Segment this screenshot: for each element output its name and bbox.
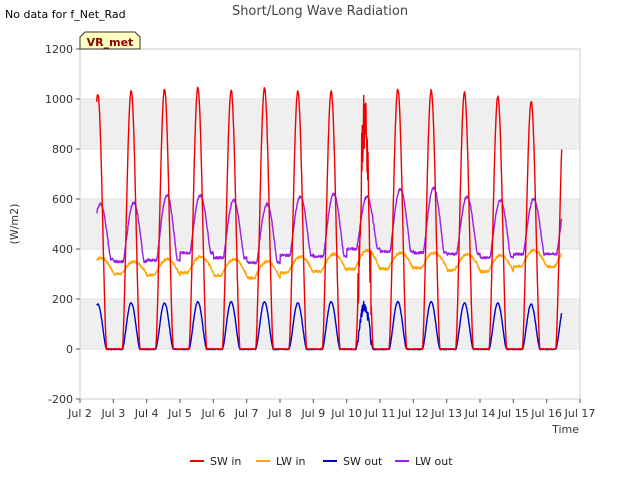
x-tick-label: Jul 10 [330,407,362,420]
y-tick-label: 1000 [45,93,73,106]
x-tick-label: Jul 16 [530,407,562,420]
y-axis-ticks: -200 0 200 400 600 800 1000 1200 [45,43,80,406]
series-line-lw-out [96,186,563,265]
chart-title: Short/Long Wave Radiation [232,4,408,19]
x-tick-label: Jul 5 [167,407,192,420]
y-tick-label: -200 [48,393,73,406]
x-tick-label: Jul 13 [430,407,462,420]
legend-label: SW out [343,455,383,468]
plot-frame [79,48,581,400]
x-tick-label: Jul 9 [300,407,325,420]
x-axis-label: Time [551,423,579,436]
legend-label: LW out [415,455,453,468]
y-tick-label: 0 [66,343,73,356]
y-tick-label: 800 [52,143,73,156]
badge-shape [79,31,141,50]
legend-label: LW in [276,455,306,468]
y-tick-label: 600 [52,193,73,206]
x-tick-label: Jul 11 [364,407,396,420]
x-tick-label: Jul 14 [464,407,496,420]
series-line-sw-in [96,86,563,351]
y-tick-label: 1200 [45,43,73,56]
x-axis-ticks: Jul 2 Jul 3 Jul 4 Jul 5 Jul 6 Jul 7 Jul 8 Jul 9… [67,399,595,420]
x-tick-label: Jul 6 [200,407,225,420]
x-tick-label: Jul 4 [134,407,159,420]
y-tick-label: 400 [52,243,73,256]
y-axis-label: (W/m2) [8,204,21,245]
series-line-lw-in [96,248,563,280]
vr-met-badge: VR_met [79,31,141,50]
x-tick-label: Jul 8 [267,407,292,420]
badge-label: VR_met [87,36,134,49]
no-data-note: No data for f_Net_Rad [5,8,126,21]
x-tick-label: Jul 3 [100,407,125,420]
x-tick-label: Jul 17 [564,407,596,420]
band [80,299,580,349]
y-tick-label: 200 [52,293,73,306]
x-tick-label: Jul 15 [497,407,529,420]
legend: SW in LW in SW out LW out [190,455,453,468]
x-tick-label: Jul 7 [234,407,259,420]
x-tick-label: Jul 2 [67,407,92,420]
legend-label: SW in [210,455,241,468]
x-tick-label: Jul 12 [397,407,429,420]
series-layer [96,86,563,351]
